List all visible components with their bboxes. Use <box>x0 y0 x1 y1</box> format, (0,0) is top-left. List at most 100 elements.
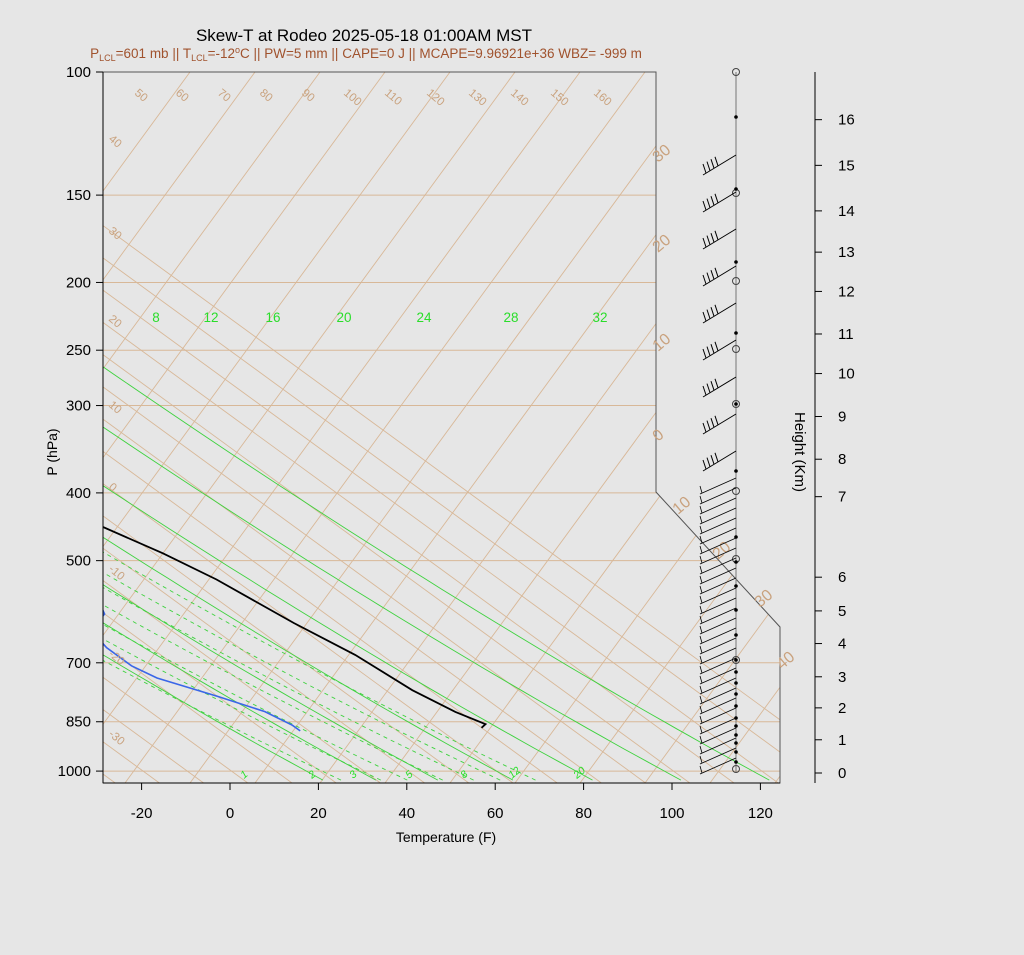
isotherm-label: 50 <box>132 87 150 104</box>
isotherm-label: 0 <box>650 426 668 445</box>
barb-staff <box>699 687 737 705</box>
wind-level-dot <box>734 535 738 539</box>
wind-level-dot <box>734 692 738 696</box>
barb-staff <box>699 547 737 565</box>
barb-feather <box>699 765 703 774</box>
barb-staff <box>699 637 737 655</box>
barb-feather <box>699 635 703 644</box>
barb-staff <box>702 228 737 250</box>
adiabat-line <box>774 72 780 783</box>
wind-level-dot <box>734 658 738 662</box>
adiabat-line <box>970 72 1024 783</box>
isotherm-label: 30 <box>650 142 675 167</box>
isotherm-label: 40 <box>774 649 799 674</box>
barb-feather <box>699 555 703 564</box>
barb-staff <box>699 747 737 765</box>
isotherm-label: 20 <box>106 313 124 330</box>
barb-feather <box>706 457 711 467</box>
height-tick-label: 12 <box>838 283 855 300</box>
isotherm-label: -30 <box>106 728 126 748</box>
isotherm-label: -20 <box>106 648 126 668</box>
adiabat-line <box>103 72 516 783</box>
barb-feather <box>699 745 703 754</box>
y-tick-label: 500 <box>66 553 91 570</box>
mixing-ratio-label: 12 <box>506 764 523 781</box>
barb-staff <box>699 667 737 685</box>
barb-feather <box>714 156 719 166</box>
height-tick-label: 9 <box>838 408 846 425</box>
adiabat-line <box>103 72 321 783</box>
barb-staff <box>699 487 737 505</box>
wind-level-circle <box>732 656 740 664</box>
barb-feather <box>702 311 707 322</box>
y-tick-label: 850 <box>66 714 91 731</box>
isotherm-line <box>103 72 779 783</box>
wind-barb <box>699 737 737 755</box>
barb-feather <box>710 418 715 428</box>
mixing-ratio-label: 8 <box>458 768 470 781</box>
chart-title: Skew-T at Rodeo 2025-05-18 01:00AM MST <box>196 26 532 45</box>
barb-feather <box>699 655 703 664</box>
sounding-profiles <box>103 72 488 732</box>
wind-level-dot <box>734 560 738 564</box>
isotherm-label: 10 <box>670 494 695 519</box>
isotherm-line <box>103 72 780 783</box>
barb-staff <box>699 507 737 525</box>
wind-barb <box>699 687 737 705</box>
height-tick-label: 14 <box>838 203 855 220</box>
mixing-ratio-line <box>103 492 342 781</box>
height-tick-label: 8 <box>838 451 846 468</box>
x-axis-label: Temperature (F) <box>396 829 496 845</box>
barb-staff <box>699 727 737 745</box>
mixing-ratio-label: 1 <box>238 768 250 781</box>
y-axis: 100 150 200 250 300 400 500 700 850 1000 <box>58 64 104 783</box>
wind-level-circle <box>732 487 740 495</box>
isotherm-line <box>103 72 780 783</box>
barb-feather <box>714 193 719 203</box>
barb-feather <box>714 415 719 425</box>
adiabat-line <box>644 72 780 783</box>
isotherm-label: 140 <box>508 87 530 109</box>
wind-barb <box>699 547 737 565</box>
height-tick-label: 6 <box>838 569 846 586</box>
wind-barb <box>702 228 737 250</box>
barb-feather <box>699 715 703 724</box>
barb-feather <box>699 625 703 634</box>
barb-staff <box>699 567 737 585</box>
barb-feather <box>699 585 703 594</box>
barb-staff <box>699 607 737 625</box>
subtitle-p-value: =601 mb || T <box>116 46 191 61</box>
height-tick-label: 15 <box>838 157 855 174</box>
x-tick-label: 60 <box>487 805 504 822</box>
isotherm-line <box>103 72 470 783</box>
height-tick-label: 2 <box>838 700 846 717</box>
temperature-profile-line <box>103 72 488 729</box>
plot-frame <box>102 71 781 784</box>
barb-staff <box>699 597 737 615</box>
barb-feather <box>702 274 707 285</box>
barb-feather <box>702 385 707 396</box>
wind-barb <box>699 567 737 585</box>
isotherm-label: 130 <box>466 87 488 109</box>
mixing-ratio-line <box>103 492 501 781</box>
wind-barb <box>699 487 737 505</box>
moist-adiabat-line <box>103 324 377 781</box>
barb-feather <box>699 525 703 534</box>
adiabat-line <box>579 72 780 783</box>
barb-staff <box>699 737 737 755</box>
mixing-ratio-label: 20 <box>570 764 588 781</box>
barb-feather <box>706 198 711 208</box>
height-tick-label: 5 <box>838 603 846 620</box>
mixing-ratio-label: 32 <box>592 310 607 325</box>
x-tick-label: -20 <box>131 805 153 822</box>
wind-barb <box>702 376 737 398</box>
barb-staff <box>699 587 737 605</box>
isotherm-line <box>103 72 514 783</box>
barb-staff <box>699 617 737 635</box>
wind-level-dot <box>734 750 738 754</box>
isotherm-line <box>103 72 691 783</box>
wind-barb <box>699 597 737 615</box>
wind-barb <box>699 647 737 665</box>
barb-staff <box>702 376 737 398</box>
